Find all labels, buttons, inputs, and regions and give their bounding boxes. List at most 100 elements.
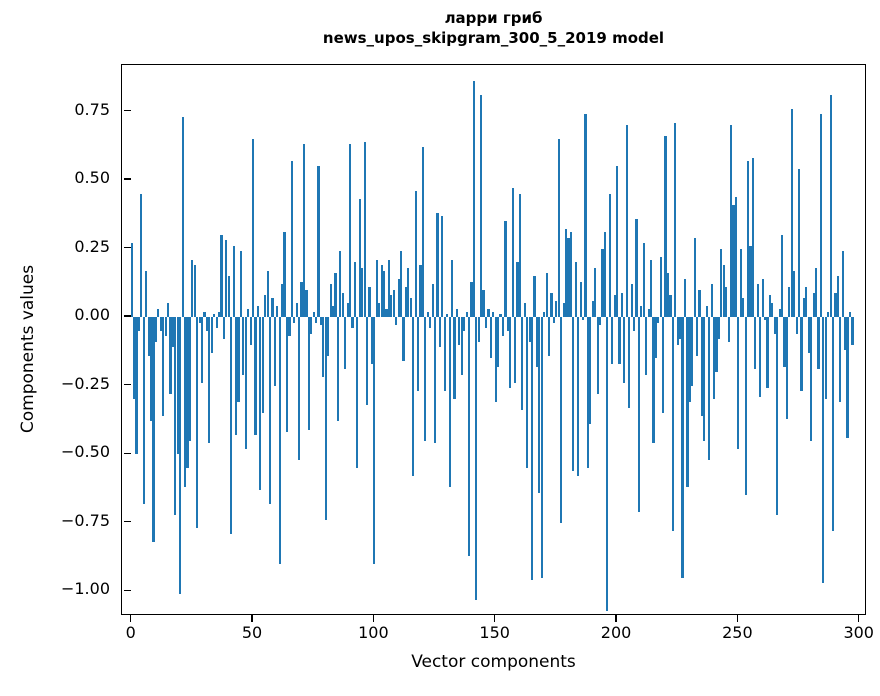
bar [805, 287, 808, 318]
bar [293, 317, 296, 323]
y-tick-mark [124, 178, 131, 180]
bar [249, 317, 252, 345]
bar [773, 317, 776, 334]
bar [746, 160, 750, 318]
bar [555, 300, 558, 318]
page-title: ларри гриб news_upos_skipgram_300_5_2019… [322, 9, 665, 47]
bar [334, 273, 337, 318]
bar [645, 317, 648, 375]
bar [133, 317, 136, 400]
bar [130, 243, 133, 318]
x-tick-mark [736, 615, 739, 622]
bar [730, 125, 733, 318]
bar [686, 317, 689, 488]
bar [157, 308, 160, 318]
bar [831, 317, 835, 531]
bar [788, 287, 791, 318]
bar [276, 306, 279, 318]
bar [181, 117, 184, 318]
bar [676, 317, 679, 345]
bar [693, 237, 696, 318]
bar [768, 295, 771, 318]
bar [477, 317, 480, 342]
bar [776, 317, 779, 515]
bar [339, 251, 342, 318]
bar [577, 317, 580, 477]
bar [846, 317, 849, 438]
bar [315, 317, 318, 323]
bar [441, 215, 444, 318]
bar [205, 317, 208, 331]
bar [171, 317, 175, 348]
bar [232, 245, 235, 318]
bar [662, 317, 665, 414]
bar [283, 232, 286, 318]
bar [450, 259, 454, 318]
bar [397, 278, 400, 318]
bar [489, 317, 492, 359]
bar [494, 317, 497, 403]
x-tick-mark [130, 615, 132, 622]
bar [208, 317, 211, 444]
bar [285, 317, 289, 433]
bar [152, 317, 155, 542]
bar [436, 213, 439, 318]
y-tick-mark [124, 521, 131, 523]
bar [150, 317, 153, 422]
x-tick-label: 250 [722, 623, 753, 642]
bar [332, 306, 335, 318]
bar [526, 317, 529, 468]
bar [839, 317, 842, 403]
y-tick-mark [124, 384, 131, 386]
bar [545, 273, 548, 318]
bar [598, 317, 602, 326]
x-tick-mark [615, 615, 617, 622]
bar [579, 281, 582, 318]
bar [198, 317, 201, 323]
bar [416, 317, 420, 392]
bar-series [122, 65, 865, 614]
x-tick-label: 300 [843, 623, 874, 642]
bar [637, 317, 640, 512]
bar [521, 317, 524, 411]
bar [744, 317, 747, 496]
bar [514, 317, 517, 383]
bar [164, 317, 167, 337]
bar [848, 311, 852, 318]
bar [581, 317, 585, 320]
bar [606, 317, 609, 611]
bar [319, 317, 323, 326]
bar [186, 317, 189, 468]
bar [615, 166, 619, 318]
bar [780, 234, 784, 318]
bar [625, 125, 628, 318]
bar [213, 314, 216, 318]
bar [659, 256, 662, 318]
bar [550, 292, 553, 318]
bar [210, 317, 213, 353]
bar [562, 303, 565, 318]
bar [657, 317, 660, 323]
bar [154, 317, 158, 342]
bar [421, 147, 424, 318]
bar [239, 251, 242, 318]
bar [368, 287, 371, 318]
bar [310, 317, 313, 334]
bar [159, 317, 162, 331]
bar [759, 317, 762, 397]
bar [560, 317, 563, 523]
bar [431, 284, 434, 318]
bar [824, 317, 827, 400]
bar [603, 232, 606, 318]
bar [266, 270, 269, 318]
bar [390, 295, 393, 318]
y-tick-mark [124, 315, 131, 317]
bar [836, 276, 839, 318]
bar [385, 308, 388, 318]
bar [567, 237, 570, 318]
bar [273, 317, 276, 386]
bar [324, 317, 327, 521]
bar [564, 229, 568, 318]
bar [504, 221, 507, 318]
bar [288, 317, 291, 337]
